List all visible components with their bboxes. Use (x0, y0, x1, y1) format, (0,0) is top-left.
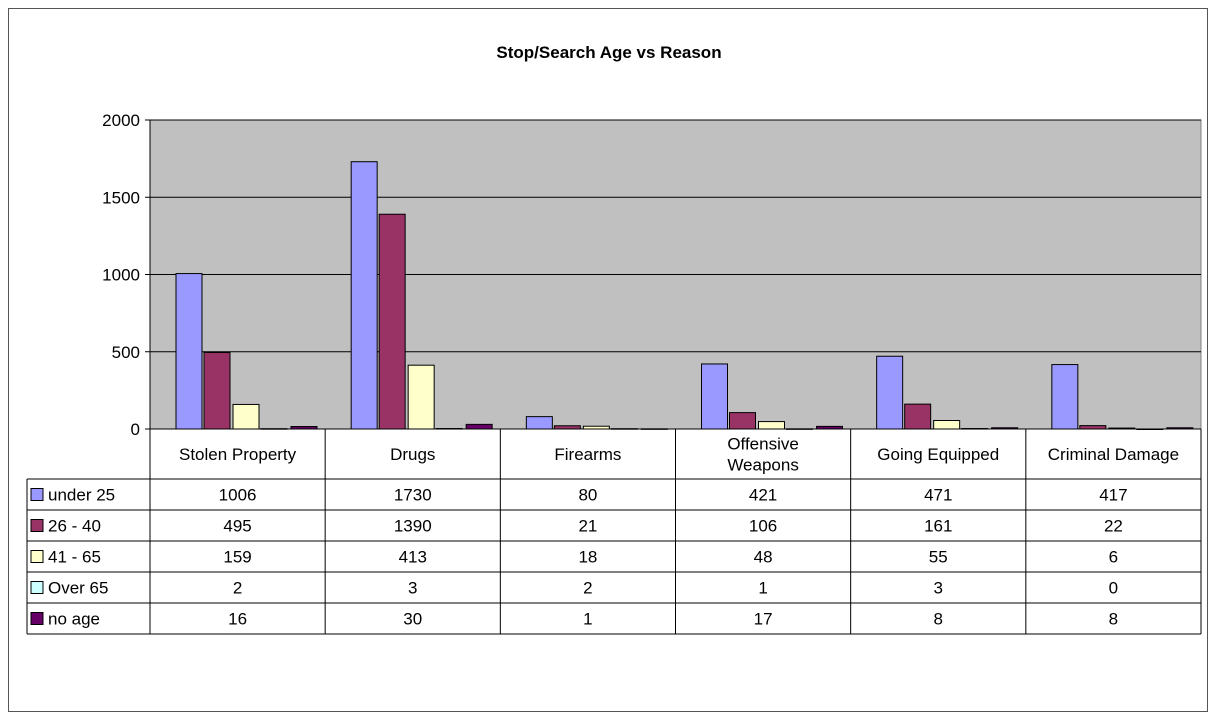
ytick-label-2000: 2000 (102, 111, 140, 130)
table-cell-2-0: 159 (223, 548, 251, 567)
bar-0-2 (525, 416, 553, 430)
chart-svg: 0 500 1000 1500 2000 Stolen Property Drugs Fire… (26, 111, 1202, 635)
bar-2-1 (407, 364, 435, 430)
table-cell-3-5: 0 (1109, 579, 1118, 598)
table-cell-4-1: 30 (403, 610, 422, 629)
bar-0-0 (175, 273, 203, 430)
table-cell-2-5: 6 (1109, 548, 1118, 567)
table-cell-2-1: 413 (399, 548, 427, 567)
bar-0-4 (876, 355, 904, 430)
bar-4-1 (465, 423, 493, 430)
bar-1-4 (904, 403, 932, 430)
legend-key-2 (30, 550, 44, 563)
table-cell-1-4: 161 (924, 517, 952, 536)
legend-label-0: under 25 (48, 486, 115, 505)
table-cell-4-3: 17 (754, 610, 773, 629)
table-cell-0-2: 80 (578, 486, 597, 505)
table-cell-4-0: 16 (228, 610, 247, 629)
table-cell-2-2: 18 (578, 548, 597, 567)
legend-key-0 (30, 488, 44, 501)
table-cell-3-4: 3 (934, 579, 943, 598)
category-label-0: Stolen Property (179, 445, 297, 464)
chart-title: Stop/Search Age vs Reason (496, 43, 722, 62)
category-label-5: Criminal Damage (1048, 445, 1179, 464)
bar-1-1 (378, 213, 406, 430)
table-cell-1-1: 1390 (394, 517, 432, 536)
table-cell-0-3: 421 (749, 486, 777, 505)
table-cell-1-5: 22 (1104, 517, 1123, 536)
legend-key-4 (30, 612, 44, 625)
table-cell-0-1: 1730 (394, 486, 432, 505)
bar-0-3 (701, 363, 728, 430)
table-cell-0-5: 417 (1099, 486, 1127, 505)
bar-2-0 (232, 403, 260, 430)
ytick-label-1500: 1500 (102, 188, 140, 207)
category-label-3-line0: Offensive (727, 435, 799, 454)
chart-frame: Stop/Search Age vs Reason 0 500 1000 1500 20… (8, 8, 1208, 712)
category-label-2: Firearms (554, 445, 621, 464)
table-cell-3-3: 1 (758, 579, 767, 598)
table-cell-3-2: 2 (583, 579, 592, 598)
ytick-label-1000: 1000 (102, 266, 140, 285)
legend-key-1 (30, 519, 44, 532)
table-cell-2-3: 48 (754, 548, 773, 567)
ytick-label-0: 0 (131, 420, 140, 439)
bar-1-5 (1079, 425, 1107, 430)
legend-label-3: Over 65 (48, 579, 108, 598)
table-cell-1-0: 495 (223, 517, 251, 536)
category-label-1: Drugs (390, 445, 435, 464)
category-label-3-line1: Weapons (727, 456, 799, 475)
bar-1-0 (203, 352, 231, 430)
bar-1-3 (729, 412, 756, 430)
table-cell-3-0: 2 (233, 579, 242, 598)
table-cell-3-1: 3 (408, 579, 417, 598)
category-label-4: Going Equipped (877, 445, 999, 464)
bar-2-4 (933, 420, 961, 430)
table-cell-4-4: 8 (934, 610, 943, 629)
table-cell-1-2: 21 (578, 517, 597, 536)
legend-key-3 (30, 581, 44, 594)
bar-0-1 (350, 161, 378, 430)
table-cell-2-4: 55 (929, 548, 948, 567)
legend-label-4: no age (48, 610, 100, 629)
table-cell-0-4: 471 (924, 486, 952, 505)
table-cell-4-2: 1 (583, 610, 592, 629)
table-cell-0-0: 1006 (219, 486, 257, 505)
ytick-label-500: 500 (112, 343, 140, 362)
bar-2-3 (758, 421, 785, 430)
table-cell-1-3: 106 (749, 517, 777, 536)
table-cell-4-5: 8 (1109, 610, 1118, 629)
legend-label-2: 41 - 65 (48, 548, 101, 567)
legend-label-1: 26 - 40 (48, 517, 101, 536)
bar-0-5 (1051, 364, 1079, 430)
